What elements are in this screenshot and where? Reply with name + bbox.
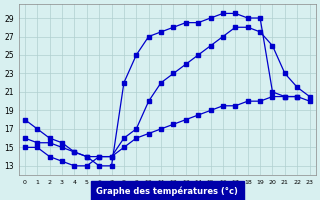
X-axis label: Graphe des températures (°c): Graphe des températures (°c) [96,186,238,196]
